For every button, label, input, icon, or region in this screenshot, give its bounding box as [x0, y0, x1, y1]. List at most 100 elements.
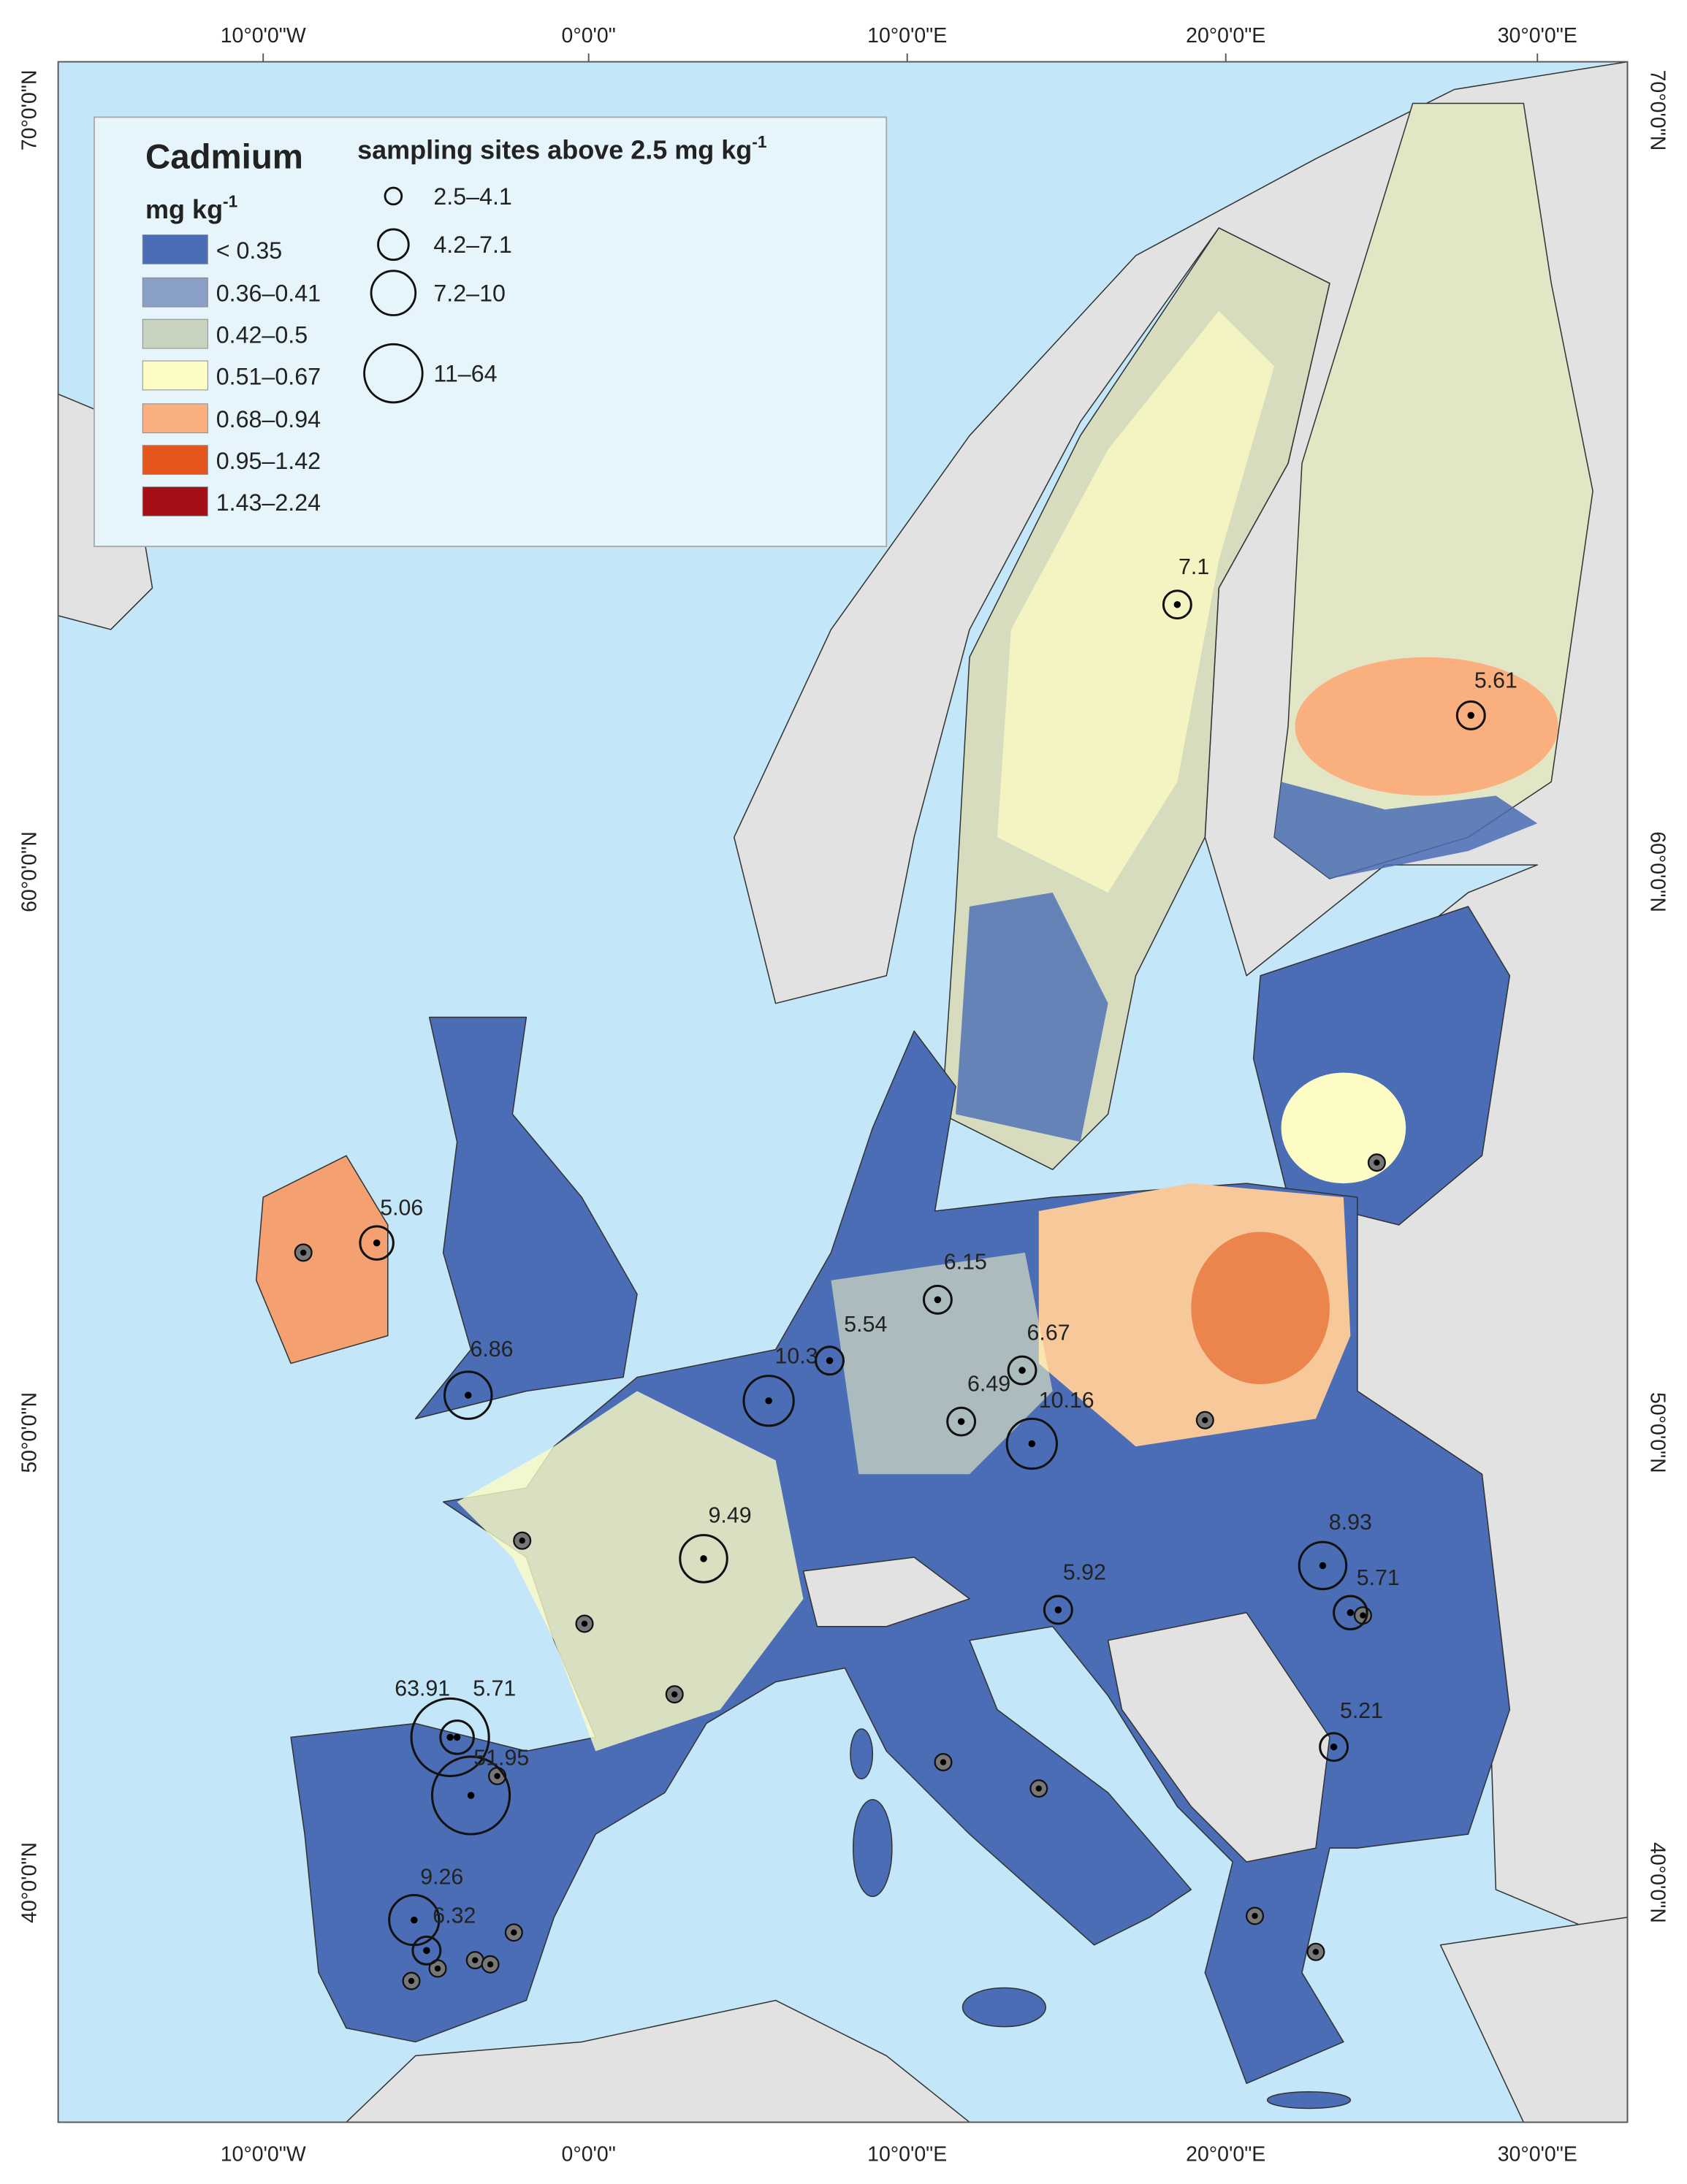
site-circle: [1007, 1355, 1037, 1386]
latitude-label-right: 60°0'0"N: [1646, 831, 1669, 912]
site-dot: [1467, 711, 1475, 719]
longitude-label-bottom: 0°0'0": [562, 2143, 616, 2166]
class-label: 0.95–1.42: [216, 448, 321, 474]
land: [57, 61, 1629, 2123]
site-dot: [472, 1957, 479, 1963]
site-label: 5.71: [473, 1677, 516, 1701]
finland-south: [1274, 782, 1538, 879]
site-label: 5.21: [1340, 1699, 1383, 1723]
site-circle: [1455, 700, 1486, 730]
lithuania-patch: [1281, 1072, 1406, 1184]
sweden-patch: [997, 310, 1275, 893]
longitude-label-bottom: 30°0'0"E: [1498, 2143, 1577, 2166]
longitude-label-top: 10°0'0"W: [221, 24, 306, 47]
site-dot: [1173, 600, 1181, 608]
site-dot: [446, 1733, 454, 1741]
sites-title-sup: -1: [752, 132, 767, 151]
class-label: < 0.35: [216, 237, 282, 264]
germany-patch: [831, 1252, 1053, 1475]
legend: Cadmium mg kg-1 sampling sites above 2.5…: [93, 116, 888, 548]
sardinia: [853, 1798, 893, 1898]
site-circle: [359, 1225, 395, 1261]
site-circle: [430, 1755, 511, 1836]
site-dot: [408, 1977, 415, 1985]
site-dot: [1018, 1367, 1026, 1374]
unit-sup: -1: [223, 192, 238, 211]
site-dot: [494, 1773, 500, 1779]
site-size-label: 11–64: [433, 360, 497, 386]
site-label: 6.86: [470, 1337, 513, 1362]
site-dot: [581, 1620, 588, 1627]
finland-patch: [1295, 657, 1558, 796]
site-dot: [511, 1929, 517, 1936]
site-dot: [467, 1792, 475, 1799]
site-size-symbol: [363, 343, 424, 404]
site-dot: [934, 1296, 942, 1304]
site-label: 5.06: [380, 1196, 423, 1221]
site-label: 7.1: [1178, 555, 1209, 579]
class-swatch: [142, 360, 208, 391]
site-label: 5.71: [1357, 1566, 1400, 1590]
site-dot: [465, 1391, 472, 1399]
longitude-label-top: 20°0'0"E: [1186, 24, 1265, 47]
class-swatch: [142, 403, 208, 434]
class-swatch: [142, 318, 208, 349]
site-label: 63.91: [395, 1677, 450, 1701]
france-patch: [457, 1391, 804, 1752]
site-dot: [1202, 1417, 1208, 1424]
site-label: 5.54: [844, 1313, 887, 1337]
site-circle: [922, 1284, 953, 1315]
longitude-label-bottom: 10°0'0"E: [867, 2143, 947, 2166]
poland-patch: [1191, 1232, 1330, 1384]
latitude-label-left: 60°0'0"N: [18, 831, 41, 912]
site-circle: [1319, 1732, 1349, 1763]
balkans: [1107, 1612, 1330, 1863]
site-label: 10.16: [1039, 1389, 1094, 1413]
class-swatch: [142, 445, 208, 475]
site-dot: [1028, 1440, 1036, 1448]
class-label: 0.42–0.5: [216, 321, 308, 348]
longitude-label-top: 10°0'0"E: [867, 24, 947, 47]
site-label: 8.93: [1329, 1511, 1372, 1535]
legend-title: Cadmium: [145, 138, 303, 177]
site-size-label: 2.5–4.1: [433, 183, 512, 210]
site-circle: [679, 1534, 728, 1584]
latitude-label-right: 70°0'0"N: [1646, 70, 1669, 151]
latitude-label-left: 50°0'0"N: [18, 1392, 41, 1473]
site-circle: [815, 1345, 845, 1376]
sites-title: sampling sites above 2.5 mg kg-1: [357, 132, 767, 164]
longitude-label-bottom: 20°0'0"E: [1186, 2143, 1265, 2166]
site-dot: [1035, 1785, 1042, 1792]
site-label: 6.49: [967, 1372, 1010, 1396]
great-britain: [414, 1016, 638, 1420]
site-dot: [411, 1916, 418, 1924]
site-size-symbol: [370, 270, 417, 316]
longitude-label-top: 30°0'0"E: [1498, 24, 1577, 47]
site-dot: [373, 1239, 381, 1247]
site-circle: [1043, 1595, 1073, 1625]
site-circle: [411, 1935, 442, 1966]
site-circle: [742, 1375, 795, 1427]
site-dot: [300, 1249, 307, 1256]
site-label: 10.3: [775, 1345, 818, 1369]
site-dot: [671, 1691, 678, 1698]
site-dot: [1054, 1606, 1062, 1614]
site-label: 6.32: [433, 1904, 476, 1928]
class-label: 0.51–0.67: [216, 363, 321, 389]
site-label: 6.15: [944, 1251, 987, 1275]
crete: [1266, 2091, 1352, 2109]
site-dot: [434, 1965, 441, 1972]
site-circle: [946, 1406, 977, 1437]
site-dot: [957, 1418, 965, 1425]
sicily: [961, 1987, 1047, 2028]
latitude-label-right: 40°0'0"N: [1646, 1842, 1669, 1923]
longitude-label-bottom: 10°0'0"W: [221, 2143, 306, 2166]
site-circle: [443, 1370, 493, 1420]
site-dot: [1330, 1743, 1338, 1751]
africa: [57, 1999, 970, 2123]
site-dot: [1347, 1609, 1355, 1616]
site-label: 5.92: [1063, 1560, 1106, 1584]
site-size-symbol: [384, 186, 403, 206]
site-dot: [765, 1397, 772, 1405]
site-size-symbol: [377, 228, 410, 261]
